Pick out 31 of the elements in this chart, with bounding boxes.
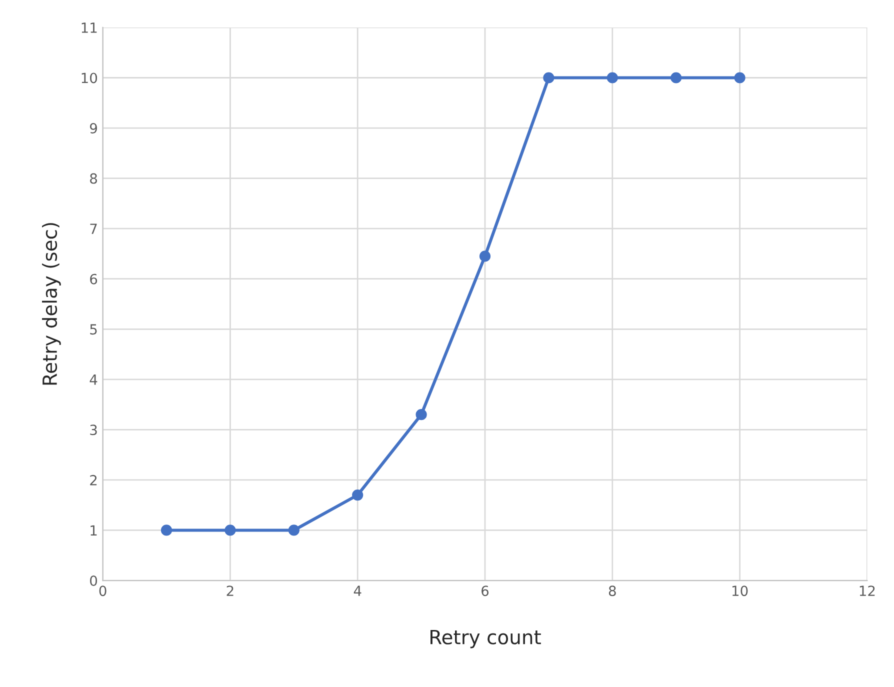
y-tick-label: 11 bbox=[82, 22, 97, 33]
y-tick-label: 4 bbox=[90, 374, 98, 385]
y-tick-label: 8 bbox=[90, 173, 97, 184]
point bbox=[670, 72, 682, 84]
x-tick-label: 8 bbox=[608, 586, 616, 596]
point bbox=[352, 489, 364, 501]
point bbox=[288, 524, 300, 536]
point bbox=[224, 524, 236, 536]
y-tick-label: 9 bbox=[90, 123, 97, 134]
x-tick-label: 10 bbox=[732, 586, 748, 596]
x-tick-label: 12 bbox=[860, 586, 875, 596]
y-tick-label: 6 bbox=[90, 274, 98, 284]
y-tick-label: 5 bbox=[90, 324, 97, 335]
y-axis-title: Retry delay (sec) bbox=[42, 223, 61, 385]
point bbox=[160, 524, 172, 536]
y-tick-label: 2 bbox=[90, 474, 97, 486]
point bbox=[606, 72, 618, 84]
x-tick-label: 2 bbox=[226, 586, 234, 596]
point bbox=[734, 72, 746, 84]
point bbox=[479, 250, 491, 262]
y-tick-label: 0 bbox=[90, 575, 98, 586]
y-tick-label: 7 bbox=[90, 224, 97, 234]
x-axis-title: Retry count bbox=[430, 630, 541, 648]
point bbox=[543, 72, 554, 84]
y-tick-label: 10 bbox=[82, 72, 98, 84]
x-tick-label: 6 bbox=[482, 586, 489, 596]
x-tick-label: 0 bbox=[99, 586, 106, 596]
y-tick-label: 1 bbox=[90, 525, 97, 536]
point bbox=[416, 409, 427, 420]
x-tick-label: 4 bbox=[354, 586, 362, 596]
y-tick-label: 3 bbox=[90, 424, 97, 436]
